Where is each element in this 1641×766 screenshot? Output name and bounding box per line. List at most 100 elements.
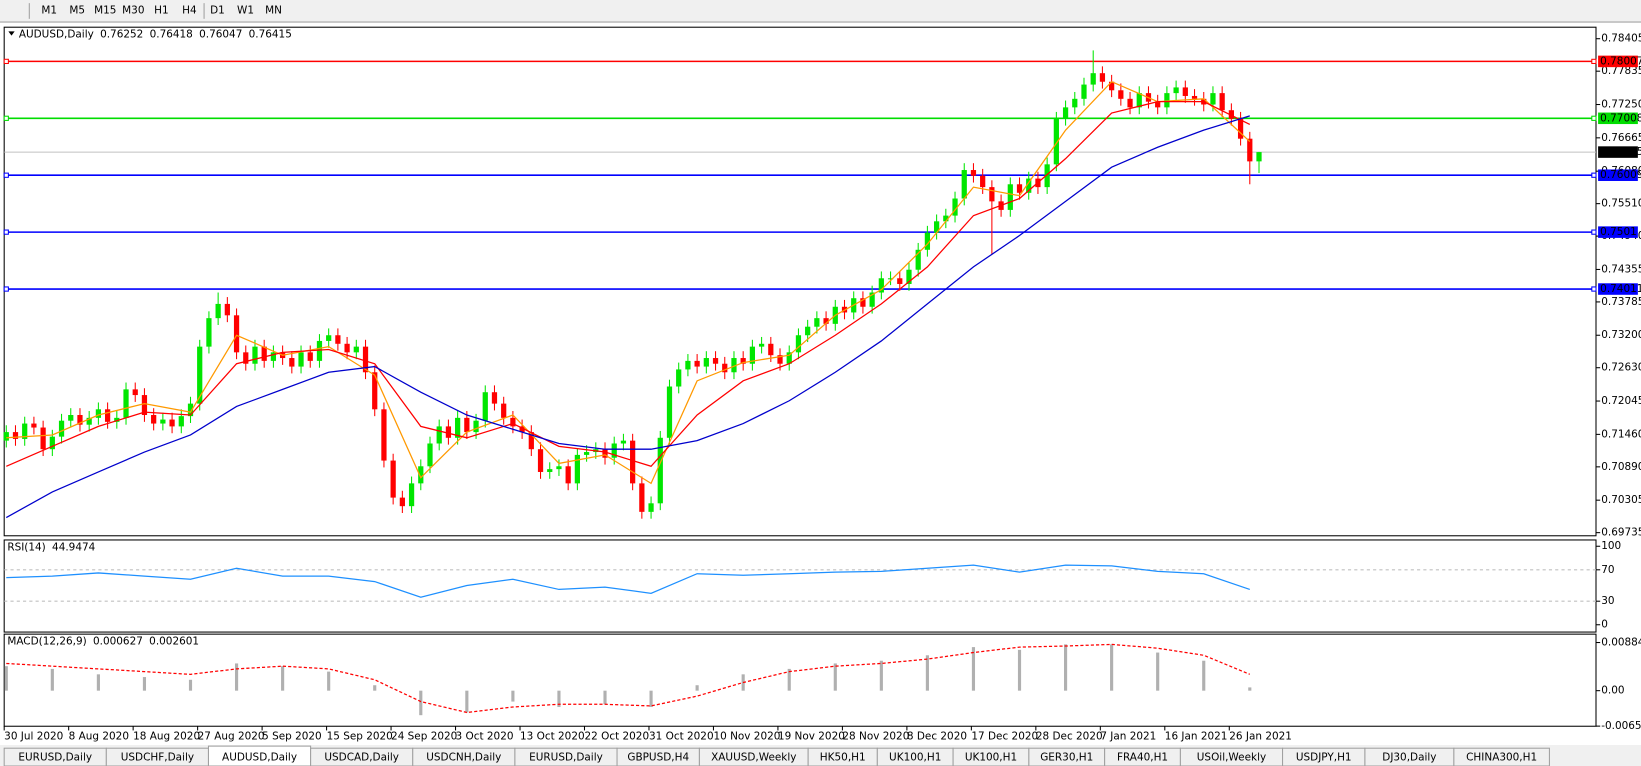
level-label: 0.7501 xyxy=(1600,226,1637,238)
tab-label[interactable]: XAUUSD,Weekly xyxy=(711,752,796,764)
histogram-bar xyxy=(971,647,976,691)
tab-label[interactable]: USDCNH,Daily xyxy=(426,752,501,764)
x-tick-label: 22 Oct 2020 xyxy=(584,731,649,743)
candle-body xyxy=(1228,110,1234,119)
tab-label[interactable]: USDCHF,Daily xyxy=(121,752,194,764)
x-tick-label: 19 Nov 2020 xyxy=(778,731,845,743)
y-tick-label: 0.73200 xyxy=(1601,329,1641,341)
x-tick-label: 16 Jan 2021 xyxy=(1165,731,1228,743)
tab-label[interactable]: EURUSD,Daily xyxy=(529,752,603,764)
y-tick-label: 0.77250 xyxy=(1601,99,1641,111)
histogram-bar xyxy=(787,668,791,691)
tab-label[interactable]: GBPUSD,H4 xyxy=(627,752,689,764)
tab-label[interactable]: GER30,H1 xyxy=(1040,752,1093,764)
candle-body xyxy=(1173,87,1179,94)
candle-body xyxy=(1164,93,1170,108)
indicator-line xyxy=(5,115,1250,519)
level-label-box xyxy=(1598,283,1638,295)
panel-frame xyxy=(3,633,1597,727)
candle-body xyxy=(712,358,719,364)
histogram-bar xyxy=(188,679,193,691)
x-tick-label: 31 Oct 2020 xyxy=(649,731,714,743)
candle-body xyxy=(722,363,728,373)
timeframe-button[interactable]: D1 xyxy=(210,4,225,16)
candle-body xyxy=(49,436,55,450)
timeframe-button[interactable]: H4 xyxy=(182,4,197,16)
tab-label[interactable]: USDJPY,H1 xyxy=(1296,752,1352,764)
candle-body xyxy=(261,346,267,361)
candle-body xyxy=(316,340,323,361)
tab-label[interactable]: HK50,H1 xyxy=(820,752,866,764)
candle-body xyxy=(565,466,571,484)
level-label: 0.78007 xyxy=(1600,55,1641,67)
y-tick-label: 100 xyxy=(1601,540,1621,552)
candle-body xyxy=(1155,101,1161,108)
candle-body xyxy=(86,417,92,425)
y-tick-label: 0.00 xyxy=(1601,685,1624,697)
tab-label[interactable]: UK100,H1 xyxy=(965,752,1017,764)
candle-body xyxy=(602,449,608,458)
candle-body xyxy=(298,352,304,367)
candle-body xyxy=(95,409,102,418)
candle-body xyxy=(372,372,378,410)
x-tick-label: 24 Sep 2020 xyxy=(391,731,457,743)
candle-body xyxy=(768,343,774,356)
candle-body xyxy=(399,497,405,507)
candle-body xyxy=(943,215,949,222)
header-value: 0.002601 xyxy=(149,635,199,647)
timeframe-button[interactable]: M5 xyxy=(69,4,85,16)
panel-header: AUDUSD,Daily 0.76252 0.76418 0.76047 0.76415 xyxy=(19,29,292,41)
y-tick-label: 0.72630 xyxy=(1601,362,1641,374)
y-tick-label: 0.70305 xyxy=(1601,494,1641,506)
tab-label[interactable]: AUDUSD,Daily xyxy=(222,752,297,764)
candle-body xyxy=(1118,90,1124,99)
timeframe-button[interactable]: H1 xyxy=(154,4,169,16)
tab-label[interactable]: CHINA300,H1 xyxy=(1466,752,1537,764)
candle-body xyxy=(436,426,442,444)
tab-label[interactable]: EURUSD,Daily xyxy=(18,752,92,764)
panel-title: RSI(14) xyxy=(7,541,45,553)
histogram-bar xyxy=(419,690,423,716)
timeframe-button[interactable]: M1 xyxy=(41,4,57,16)
candle-body xyxy=(574,454,580,484)
panel-header: MACD(12,26,9) 0.000627 0.002601 xyxy=(7,635,199,647)
candle-body xyxy=(252,346,258,364)
candle-body xyxy=(326,335,332,341)
y-tick-label: 0.71460 xyxy=(1601,428,1641,440)
indicator-line xyxy=(6,101,1251,467)
timeframe-button[interactable]: M15 xyxy=(94,4,116,16)
tab[interactable] xyxy=(1453,747,1550,766)
histogram-bar xyxy=(465,690,469,713)
tab-label[interactable]: USOil,Weekly xyxy=(1197,752,1266,764)
candle-body xyxy=(114,417,120,422)
timeframe-button[interactable]: MN xyxy=(265,4,282,16)
tab-label[interactable]: DJ30,Daily xyxy=(1382,752,1436,764)
candle-body xyxy=(556,466,562,470)
candle-body xyxy=(132,389,138,396)
timeframe-button[interactable]: M30 xyxy=(122,4,144,16)
panel-title: AUDUSD,Daily xyxy=(19,29,94,41)
candle-body xyxy=(206,318,212,347)
candle-body xyxy=(666,386,673,438)
x-tick-label: 17 Dec 2020 xyxy=(971,731,1038,743)
candle-body xyxy=(1219,93,1225,111)
candle-body xyxy=(1007,184,1013,210)
tab-label[interactable]: UK100,H1 xyxy=(889,752,941,764)
candle-body xyxy=(510,417,516,427)
candle-body xyxy=(12,432,19,439)
candle-body xyxy=(362,346,369,373)
candle-body xyxy=(307,352,313,361)
timeframe-button[interactable]: W1 xyxy=(237,4,254,16)
candle-body xyxy=(187,403,194,417)
histogram-bar xyxy=(557,690,561,708)
candle-body xyxy=(933,221,940,233)
x-tick-label: 8 Dec 2020 xyxy=(907,731,967,743)
candle-body xyxy=(657,437,663,504)
level-label: 0.77008 xyxy=(1600,112,1641,124)
tab-label[interactable]: USDCAD,Daily xyxy=(324,752,399,764)
tab-label[interactable]: FRA40,H1 xyxy=(1117,752,1168,764)
header-value: 0.76252 xyxy=(100,29,143,41)
candle-body xyxy=(1127,98,1133,108)
candle-body xyxy=(915,249,921,270)
